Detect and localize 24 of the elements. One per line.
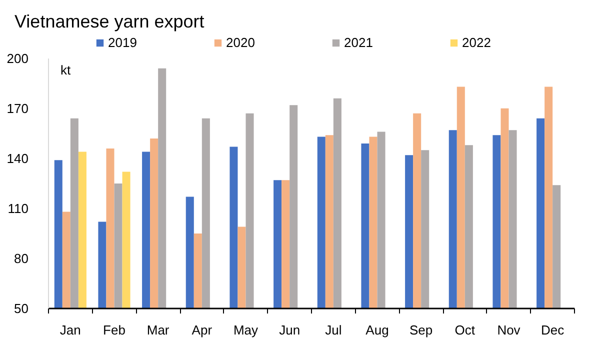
x-tick-label: Feb [103,322,126,338]
y-tick-label: 170 [6,100,29,116]
y-tick-label: 80 [14,250,29,266]
x-tick-label: Apr [192,322,213,338]
y-tick-label: 110 [8,200,29,216]
x-tick-label: May [233,322,259,338]
y-tick-label: 200 [6,50,29,66]
x-tick-label: Sep [410,322,433,338]
x-tick-label: Jan [60,322,81,338]
x-tick-label: Oct [454,322,476,338]
x-tick-label: Dec [541,322,565,338]
legend-label: 2020 [226,35,256,50]
x-tick-label: Jun [279,322,300,338]
x-tick-label: Jul [325,322,342,338]
y-tick-label: 50 [14,301,29,316]
y-axis-title: kt [60,62,71,78]
legend-label: 2022 [462,35,492,50]
legend-label: 2021 [344,35,374,50]
x-tick-label: Mar [146,322,170,338]
y-tick-label: 140 [6,150,29,166]
legend-label: 2019 [108,35,138,50]
chart-title: Vietnamese yarn export [14,12,204,32]
x-tick-label: Nov [497,322,521,338]
x-tick-label: Aug [366,322,389,338]
